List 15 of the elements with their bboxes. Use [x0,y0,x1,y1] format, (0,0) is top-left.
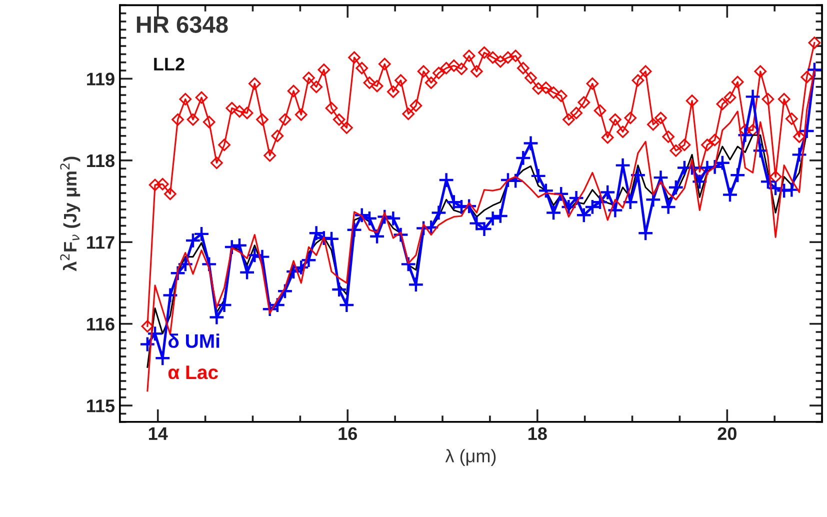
y-axis-title: λ$^{2}$F$_{ν}$ (Jy μm$^{2}$) [60,156,80,272]
text: LL2 [154,58,184,70]
y-tick-label: 116 [87,318,114,331]
y-tick-label: 117 [87,236,114,249]
y-tick-label: 118 [87,154,115,168]
series-label: α Lac [168,366,218,380]
x-tick-label: 16 [338,427,358,440]
y-tick-label: 115 [87,400,115,412]
x-tick-label: 20 [718,427,736,440]
series-label: δ UMi [168,334,220,348]
x-tick-label: 18 [528,427,547,440]
chart-title: HR 6348 [136,16,228,33]
x-axis-title: λ (μm) [445,449,496,466]
y-tick-label: 119 [87,72,114,86]
x-tick-label: 14 [148,427,168,440]
